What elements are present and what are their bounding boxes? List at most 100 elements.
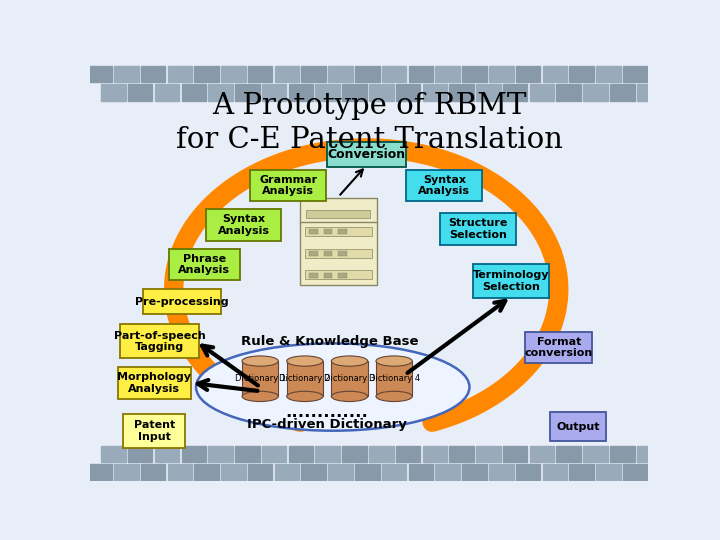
FancyBboxPatch shape xyxy=(550,412,606,441)
Bar xyxy=(235,446,260,462)
Bar xyxy=(235,84,260,100)
FancyBboxPatch shape xyxy=(525,332,593,363)
Bar xyxy=(516,66,540,82)
Bar xyxy=(315,446,340,462)
Bar xyxy=(543,66,567,82)
FancyBboxPatch shape xyxy=(440,213,516,245)
Bar xyxy=(382,464,406,481)
Bar xyxy=(338,251,347,256)
Bar xyxy=(342,84,366,100)
Bar xyxy=(342,446,366,462)
Bar xyxy=(396,446,420,462)
Bar xyxy=(516,464,540,481)
Bar xyxy=(208,446,233,462)
Bar xyxy=(530,446,554,462)
Bar xyxy=(369,446,394,462)
Ellipse shape xyxy=(376,356,413,366)
Bar xyxy=(331,361,368,396)
Bar xyxy=(101,446,126,462)
Bar xyxy=(649,66,674,82)
Text: Output: Output xyxy=(557,422,600,431)
Ellipse shape xyxy=(242,356,279,366)
Bar xyxy=(462,464,487,481)
Bar xyxy=(338,230,347,234)
Bar xyxy=(596,464,621,481)
FancyBboxPatch shape xyxy=(123,414,185,448)
Bar xyxy=(309,230,318,234)
Bar xyxy=(489,66,513,82)
Text: Dictionary 1: Dictionary 1 xyxy=(235,374,286,383)
Bar xyxy=(315,84,340,100)
Bar xyxy=(262,446,287,462)
FancyBboxPatch shape xyxy=(205,209,282,241)
Bar xyxy=(570,66,594,82)
Bar xyxy=(476,446,500,462)
Text: Dictionary 2: Dictionary 2 xyxy=(279,374,330,383)
Bar xyxy=(396,84,420,100)
Text: Syntax
Analysis: Syntax Analysis xyxy=(418,174,470,196)
Bar xyxy=(423,446,447,462)
Bar xyxy=(323,251,333,256)
Bar xyxy=(287,361,323,396)
Bar xyxy=(221,66,246,82)
Bar xyxy=(128,446,153,462)
FancyBboxPatch shape xyxy=(143,289,222,314)
Bar xyxy=(503,446,528,462)
Bar xyxy=(194,66,219,82)
Bar xyxy=(302,66,326,82)
Bar xyxy=(114,464,138,481)
Text: Pre-processing: Pre-processing xyxy=(135,297,229,307)
Bar xyxy=(305,248,372,258)
Text: IPC-driven Dictionary: IPC-driven Dictionary xyxy=(247,418,407,431)
Bar xyxy=(338,273,347,278)
Bar xyxy=(664,446,688,462)
Bar xyxy=(141,464,166,481)
Text: Conversion: Conversion xyxy=(327,148,405,161)
Bar xyxy=(141,66,166,82)
Bar xyxy=(248,66,272,82)
Bar xyxy=(87,464,112,481)
Bar xyxy=(409,464,433,481)
FancyBboxPatch shape xyxy=(406,170,482,201)
Text: Rule & Knowledge Base: Rule & Knowledge Base xyxy=(241,335,419,348)
Bar xyxy=(328,66,353,82)
Bar xyxy=(476,84,500,100)
Bar xyxy=(128,84,153,100)
Bar xyxy=(155,446,179,462)
Bar xyxy=(557,446,581,462)
Bar xyxy=(87,66,112,82)
FancyBboxPatch shape xyxy=(300,222,377,285)
Bar xyxy=(649,464,674,481)
Bar xyxy=(637,84,662,100)
Bar xyxy=(309,273,318,278)
Text: Terminology
Selection: Terminology Selection xyxy=(473,270,549,292)
Bar xyxy=(610,446,634,462)
Bar xyxy=(305,227,372,236)
Text: Dictionary 3: Dictionary 3 xyxy=(324,374,375,383)
FancyBboxPatch shape xyxy=(300,198,377,224)
Bar xyxy=(583,84,608,100)
Bar xyxy=(194,464,219,481)
Bar xyxy=(181,84,206,100)
Bar xyxy=(355,66,379,82)
FancyBboxPatch shape xyxy=(120,325,199,358)
Bar xyxy=(376,361,413,396)
Bar xyxy=(637,446,662,462)
Bar xyxy=(181,446,206,462)
Bar xyxy=(664,84,688,100)
Ellipse shape xyxy=(196,343,469,431)
Bar xyxy=(355,464,379,481)
Bar xyxy=(289,446,313,462)
FancyBboxPatch shape xyxy=(169,248,240,280)
Text: Patent
Input: Patent Input xyxy=(133,420,175,442)
Bar xyxy=(114,66,138,82)
Ellipse shape xyxy=(242,392,279,402)
Bar xyxy=(323,230,333,234)
Text: Part-of-speech
Tagging: Part-of-speech Tagging xyxy=(114,330,206,352)
Bar xyxy=(208,84,233,100)
Bar xyxy=(557,84,581,100)
Text: Morphology
Analysis: Morphology Analysis xyxy=(117,372,192,394)
Bar xyxy=(449,84,474,100)
Bar xyxy=(623,66,647,82)
Bar xyxy=(289,84,313,100)
